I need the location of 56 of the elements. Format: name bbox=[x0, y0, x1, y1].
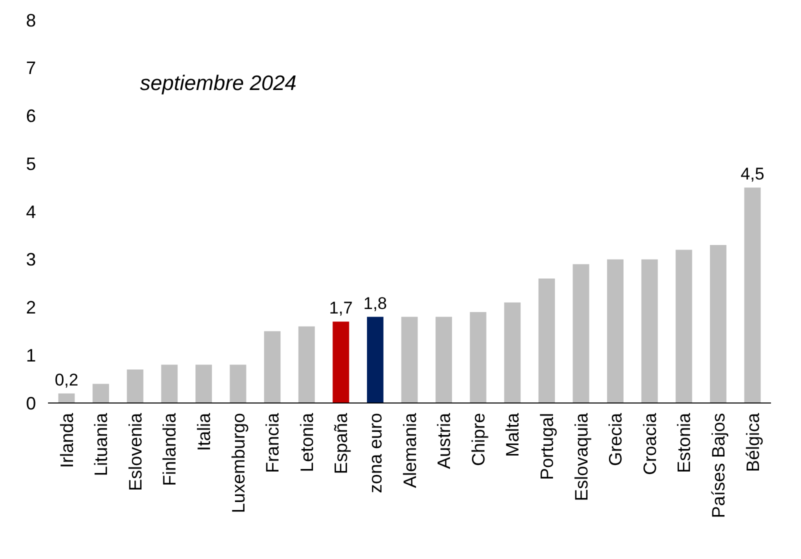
bar bbox=[332, 322, 350, 403]
bar bbox=[58, 393, 75, 403]
bar bbox=[195, 364, 212, 403]
x-tick-label: Francia bbox=[262, 412, 283, 474]
y-tick-label: 5 bbox=[26, 154, 36, 174]
bar bbox=[298, 326, 315, 403]
x-tick-label: Irlanda bbox=[56, 412, 77, 468]
y-tick-label: 0 bbox=[26, 393, 36, 414]
x-tick-label: Croacia bbox=[640, 412, 660, 476]
bar bbox=[676, 250, 692, 403]
x-tick-label: Alemania bbox=[400, 412, 420, 488]
x-tick-label: Bélgica bbox=[742, 412, 763, 472]
bar bbox=[401, 316, 418, 403]
bar bbox=[538, 278, 555, 403]
x-tick-label: Luxemburgo bbox=[228, 413, 248, 514]
bar bbox=[470, 312, 486, 403]
x-tick-label: Letonia bbox=[296, 412, 317, 472]
y-tick-label: 2 bbox=[26, 298, 36, 318]
bar bbox=[504, 302, 521, 403]
x-tick-label: Malta bbox=[502, 412, 523, 458]
data-label: 1,8 bbox=[363, 294, 388, 313]
y-tick-label: 7 bbox=[26, 58, 36, 78]
x-tick-label: Estonia bbox=[674, 412, 694, 474]
bar bbox=[607, 259, 624, 403]
y-tick-label: 8 bbox=[26, 10, 36, 30]
bar bbox=[161, 364, 178, 403]
bar bbox=[366, 316, 384, 403]
y-tick-label: 1 bbox=[26, 345, 36, 366]
annotation: septiembre 2024 bbox=[140, 72, 296, 95]
bar bbox=[264, 331, 281, 403]
bar bbox=[572, 264, 590, 403]
x-tick-label: Italia bbox=[194, 412, 214, 452]
x-tick-label: Finlandia bbox=[160, 412, 180, 486]
y-tick-label: 3 bbox=[26, 250, 36, 270]
data-label: 4,5 bbox=[740, 164, 764, 184]
x-tick-label: zona euro bbox=[366, 413, 386, 494]
y-tick-label: 6 bbox=[26, 106, 36, 126]
x-tick-label: Grecia bbox=[606, 412, 626, 466]
bar bbox=[710, 245, 726, 403]
y-tick-label: 4 bbox=[26, 202, 36, 222]
bar bbox=[126, 369, 144, 403]
bar bbox=[744, 188, 761, 403]
x-tick-label: Países Bajos bbox=[708, 413, 728, 518]
bar bbox=[92, 384, 110, 403]
x-tick-label: Portugal bbox=[536, 413, 557, 480]
bar bbox=[230, 364, 246, 403]
data-label: 1,7 bbox=[329, 298, 353, 318]
x-tick-label: Eslovaquia bbox=[571, 412, 592, 502]
x-tick-label: España bbox=[331, 412, 352, 474]
x-tick-label: Eslovenia bbox=[125, 412, 146, 492]
bar bbox=[436, 316, 452, 403]
data-label: 0,2 bbox=[54, 370, 78, 390]
x-tick-label: Chipre bbox=[468, 413, 488, 466]
x-tick-label: Austria bbox=[434, 412, 454, 470]
x-tick-label: Lituania bbox=[91, 412, 112, 476]
bar bbox=[641, 259, 658, 403]
